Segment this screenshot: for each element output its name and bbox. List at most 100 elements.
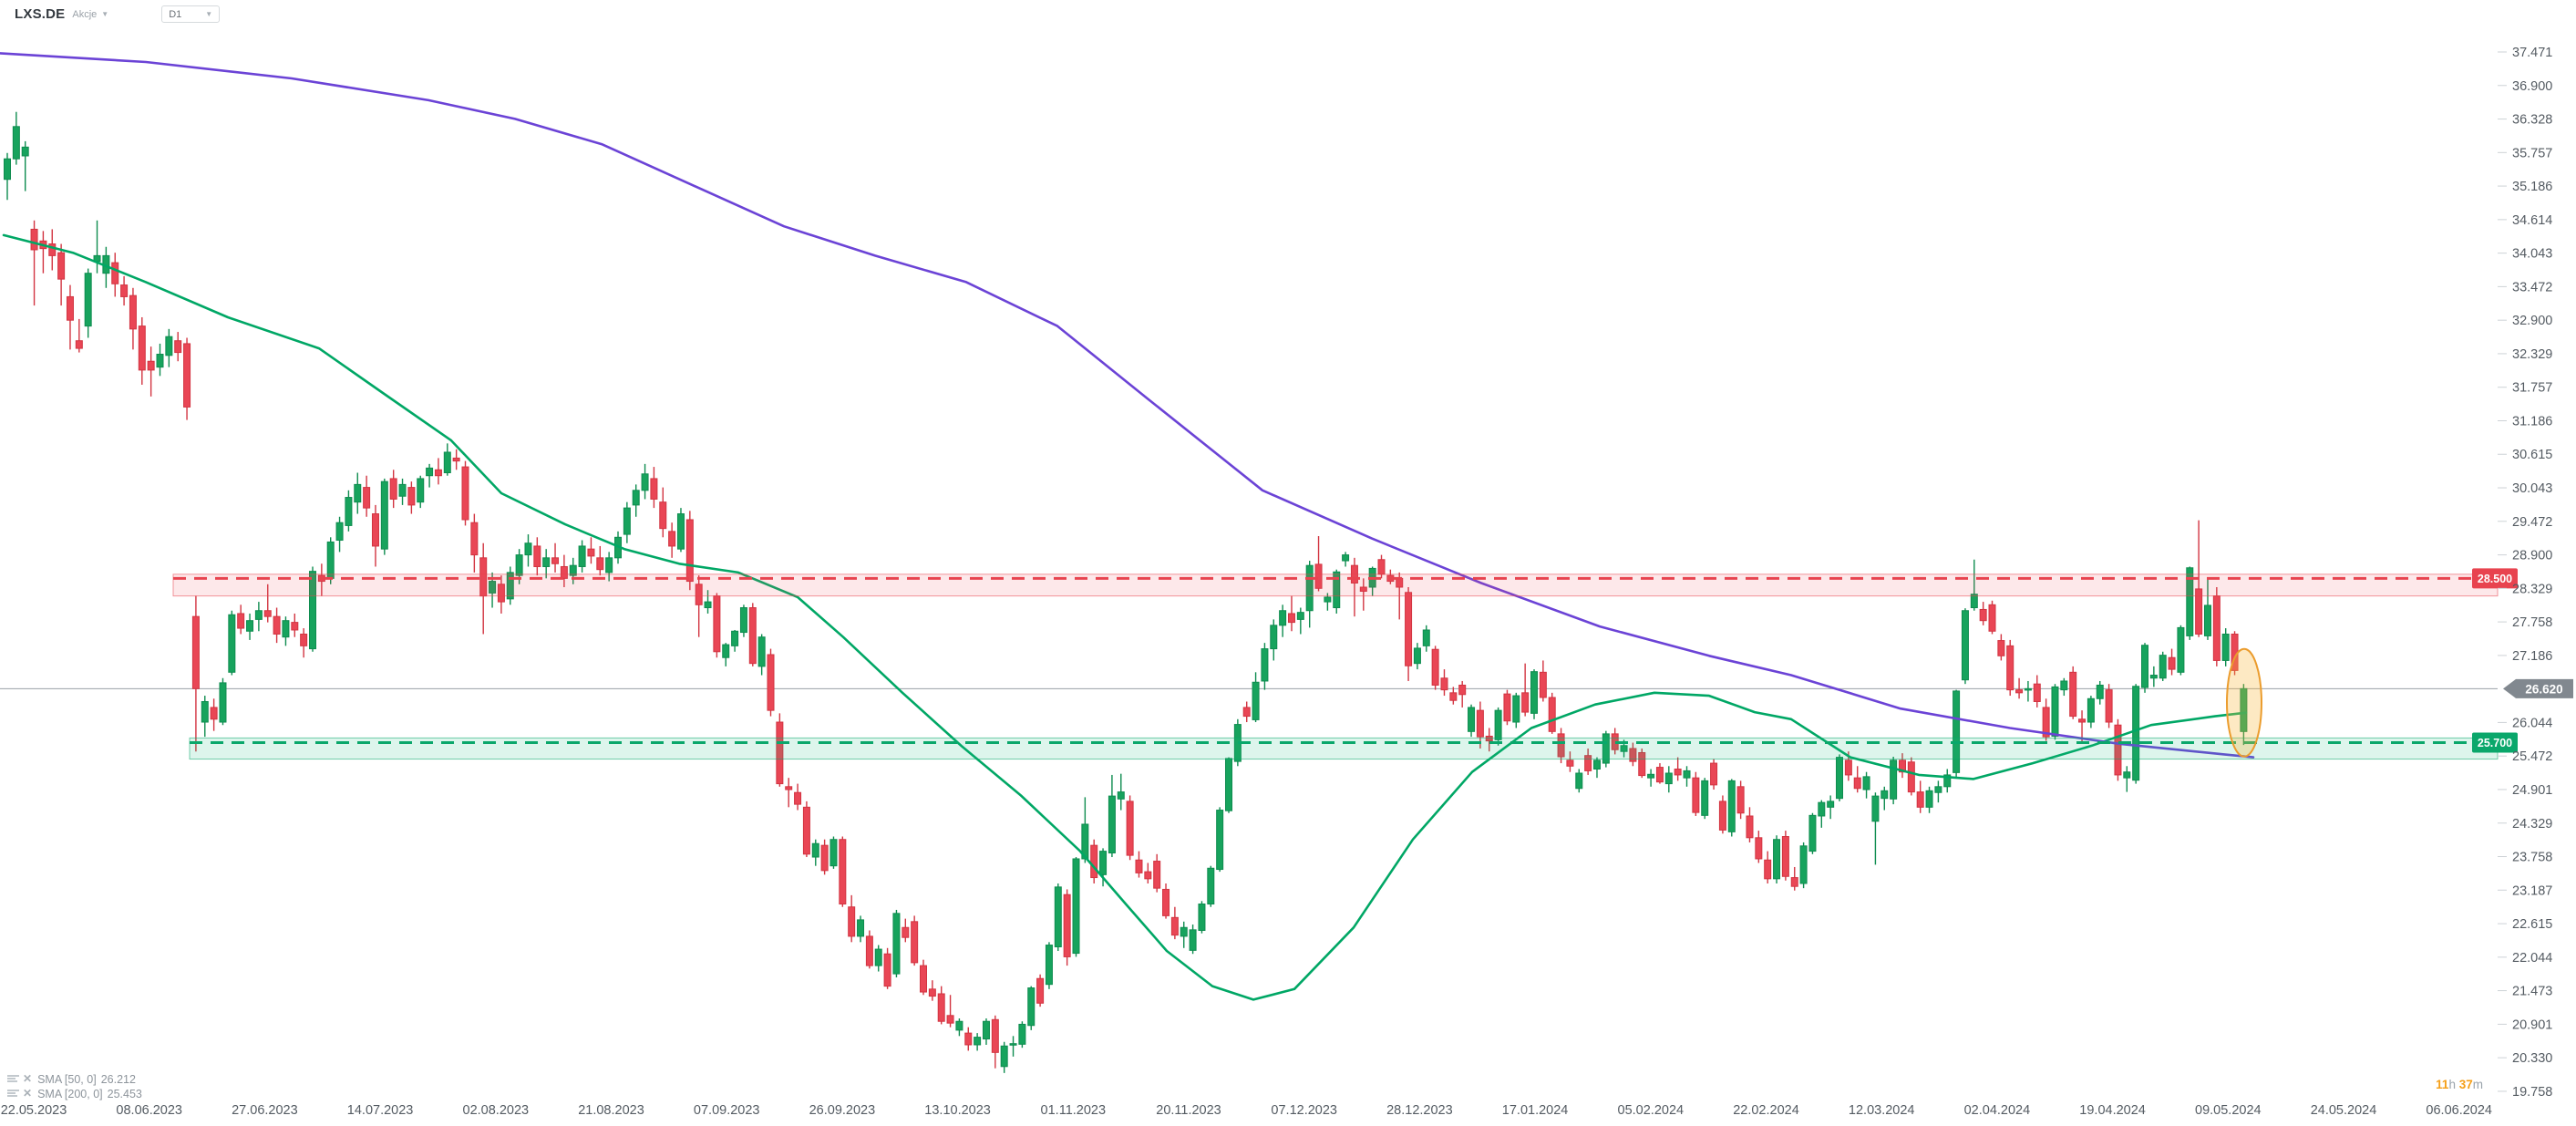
- support-price-tag[interactable]: [2472, 732, 2518, 753]
- indicator-label: SMA [200, 0] 25.453: [37, 1087, 142, 1100]
- candle-body: [2177, 626, 2185, 673]
- date-axis-label: 01.11.2023: [1041, 1103, 1107, 1118]
- candle-body: [1629, 748, 1637, 762]
- candle-body: [1242, 707, 1251, 718]
- candle-body: [1790, 877, 1798, 887]
- date-axis-label: 02.08.2023: [463, 1103, 530, 1118]
- price-axis-label: 33.472: [2512, 280, 2552, 294]
- price-axis-label: 36.900: [2512, 79, 2552, 94]
- candle-body: [1566, 759, 1574, 767]
- candle-body: [434, 469, 442, 477]
- current-price-tag-label: 26.620: [2525, 682, 2562, 696]
- price-axis-label: 37.471: [2512, 46, 2552, 60]
- candle-body: [2221, 633, 2230, 661]
- candle-body: [1108, 795, 1116, 854]
- candle-body: [685, 519, 694, 583]
- resistance-price-tag[interactable]: [2472, 568, 2518, 589]
- price-axis-label: 20.330: [2512, 1051, 2552, 1066]
- candle-body: [1664, 772, 1673, 785]
- candle-body: [1584, 755, 1592, 771]
- candle-body: [1970, 594, 1978, 609]
- candle-body: [668, 531, 676, 547]
- candle-body: [1773, 839, 1781, 880]
- date-axis-label: 21.08.2023: [578, 1103, 644, 1118]
- chevron-down-icon: ▼: [205, 10, 213, 18]
- candle-body: [1117, 791, 1125, 800]
- candle-body: [1988, 604, 1996, 632]
- candle-body: [2078, 718, 2087, 723]
- price-axis-label: 29.472: [2512, 515, 2552, 530]
- candle-body: [2105, 689, 2113, 723]
- candle-body: [2042, 707, 2050, 738]
- candle-body: [2168, 656, 2176, 670]
- date-axis-label: 14.07.2023: [347, 1103, 414, 1118]
- candle-body: [443, 451, 451, 474]
- indicator-remove-icon[interactable]: ✕: [23, 1087, 33, 1100]
- candle-body: [1592, 759, 1601, 770]
- candle-body: [1225, 758, 1233, 811]
- candle-body: [1647, 773, 1655, 779]
- indicator-remove-icon[interactable]: ✕: [23, 1072, 33, 1085]
- candle-body: [191, 615, 200, 689]
- candle-body: [533, 545, 541, 567]
- candle-body: [2033, 683, 2041, 702]
- indicator-settings-icon[interactable]: [7, 1089, 19, 1099]
- chevron-down-icon[interactable]: ▼: [101, 10, 109, 18]
- latest-candle-highlight-ellipse[interactable]: [2226, 647, 2262, 758]
- candle-body: [713, 595, 721, 653]
- countdown-minutes: 37: [2458, 1078, 2473, 1091]
- candle-body: [1198, 904, 1206, 931]
- candle-body: [1539, 671, 1547, 698]
- indicator-legend: ✕ SMA [50, 0] 26.212 ✕ SMA [200, 0] 25.453: [7, 1072, 142, 1101]
- candle-body: [309, 571, 317, 650]
- instrument-symbol: LXS.DE: [15, 6, 66, 22]
- candle-body: [1144, 871, 1152, 880]
- price-axis-label: 27.758: [2512, 615, 2552, 630]
- candle-body: [1890, 759, 1898, 800]
- candle-body: [1655, 767, 1664, 783]
- candle-body: [1494, 709, 1502, 740]
- candle-body: [1755, 837, 1763, 860]
- candle-body: [2240, 687, 2248, 732]
- indicator-settings-icon[interactable]: [7, 1074, 19, 1084]
- candle-body: [1081, 823, 1089, 860]
- candle-body: [892, 913, 901, 975]
- candle-body: [111, 262, 119, 284]
- candle-body: [1503, 693, 1511, 722]
- candle-body: [210, 707, 218, 720]
- instrument-type-dropdown[interactable]: Akcje: [72, 8, 98, 20]
- date-axis-label: 28.12.2023: [1386, 1103, 1453, 1118]
- candle-body: [1296, 612, 1304, 620]
- candle-body: [452, 457, 460, 462]
- candle-body: [722, 644, 730, 658]
- candle-body: [1324, 596, 1332, 603]
- date-axis-label: 19.04.2024: [2079, 1103, 2146, 1118]
- price-axis-label: 35.757: [2512, 146, 2552, 160]
- candle-body: [739, 607, 747, 634]
- candle-body: [848, 906, 856, 937]
- candle-body: [1799, 845, 1808, 884]
- candle-body: [551, 557, 560, 564]
- timeframe-select[interactable]: D1 ▼: [161, 5, 221, 23]
- candle-body: [2186, 567, 2194, 636]
- candle-body: [829, 839, 838, 867]
- candle-body: [1836, 757, 1844, 800]
- candle-body: [2069, 671, 2077, 718]
- candle-body: [1072, 858, 1080, 955]
- candle-body: [883, 953, 891, 987]
- candle-body: [1871, 795, 1880, 822]
- support-zone[interactable]: [189, 737, 2499, 760]
- candle-body: [1718, 801, 1726, 831]
- candle-body: [1530, 671, 1539, 714]
- candle-body: [48, 243, 57, 256]
- candle-body: [1548, 697, 1556, 732]
- candle-body: [1781, 836, 1789, 877]
- candle-body: [183, 343, 191, 408]
- current-price-tag[interactable]: [2503, 678, 2573, 698]
- candle-body: [2024, 687, 2032, 691]
- date-axis-label: 12.03.2024: [1849, 1103, 1915, 1118]
- candle-body: [820, 844, 829, 872]
- candle-body: [1413, 647, 1421, 665]
- candle-body: [1431, 648, 1439, 686]
